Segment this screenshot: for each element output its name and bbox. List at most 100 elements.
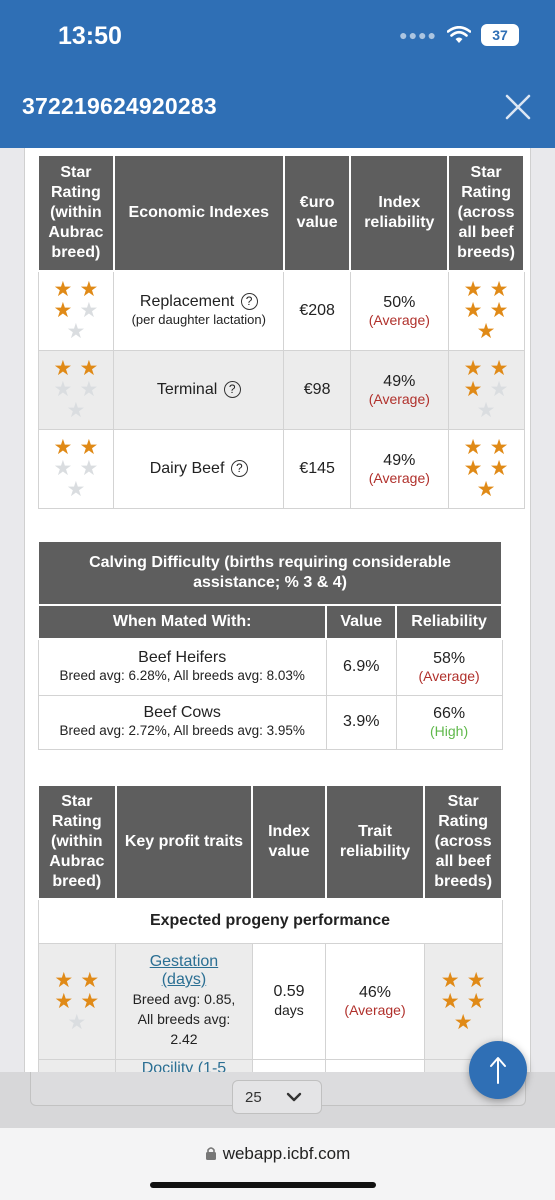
mated-with-name: Beef Heifers — [138, 649, 227, 667]
star-icon: ★ — [489, 378, 509, 401]
reliability-label: (Average) — [368, 390, 430, 407]
help-icon[interactable]: ? — [223, 380, 241, 398]
help-icon[interactable]: ? — [240, 292, 258, 310]
header-economic-indexes: Economic Indexes — [128, 204, 270, 221]
star-icon: ★ — [66, 399, 86, 422]
calving-value: 3.9% — [325, 694, 397, 750]
star-icon: ★ — [80, 989, 100, 1013]
page-size-select[interactable]: 25 — [232, 1080, 322, 1114]
star-icon: ★ — [79, 457, 99, 480]
header-key-profit-traits: Key profit traits — [124, 833, 244, 850]
index-name: Replacement — [139, 292, 235, 310]
reliability-value: 66% — [433, 705, 466, 722]
reliability-label: (Average) — [368, 469, 430, 486]
lock-icon — [205, 1147, 216, 1160]
url-display[interactable]: webapp.icbf.com — [0, 1144, 555, 1164]
star-rating-across: ★ ★ ★ ★ ★ — [458, 437, 514, 500]
star-icon: ★ — [453, 1010, 473, 1034]
star-rating-within: ★ ★ ★ ★ ★ — [48, 437, 104, 500]
star-icon: ★ — [53, 278, 73, 302]
reliability-label: (Average) — [344, 1002, 406, 1018]
index-name: Terminal — [156, 380, 218, 398]
star-icon: ★ — [66, 478, 86, 501]
header-star-rating-across: Star Rating (across all beef breeds) — [457, 164, 515, 261]
scroll-to-top-button[interactable] — [469, 1041, 527, 1099]
star-icon: ★ — [463, 357, 483, 380]
calving-difficulty-table: Calving Difficulty (births requiring con… — [36, 540, 503, 750]
close-icon[interactable] — [503, 92, 533, 122]
browser-address-bar: webapp.icbf.com — [0, 1128, 555, 1200]
star-icon: ★ — [463, 278, 483, 302]
star-icon: ★ — [476, 399, 496, 422]
reliability-label: (High) — [430, 723, 469, 739]
star-icon: ★ — [67, 1010, 87, 1034]
star-icon: ★ — [489, 436, 509, 459]
url-text: webapp.icbf.com — [222, 1144, 351, 1163]
table-row: Beef Heifers Breed avg: 6.28%, All breeds… — [37, 638, 503, 696]
star-icon: ★ — [466, 968, 486, 992]
star-icon: ★ — [79, 436, 99, 459]
index-subtitle: (per daughter lactation) — [131, 311, 266, 327]
star-rating-across: ★ ★ ★ ★ ★ — [435, 970, 491, 1033]
star-icon: ★ — [440, 989, 460, 1013]
star-rating-within: ★ ★ ★ ★ ★ — [48, 279, 104, 342]
help-icon[interactable]: ? — [230, 459, 248, 477]
star-icon: ★ — [53, 378, 73, 401]
star-icon: ★ — [53, 457, 73, 480]
star-rating-across: ★ ★ ★ ★ ★ — [458, 279, 514, 342]
star-icon: ★ — [476, 478, 496, 501]
header-star-rating-within: Star Rating (within Aubrac breed) — [49, 793, 105, 890]
section-heading: Expected progeny performance — [37, 898, 503, 944]
page-size-value: 25 — [245, 1088, 262, 1106]
status-time: 13:50 — [58, 22, 122, 50]
header-index-value: Index value — [268, 823, 310, 860]
euro-value: €145 — [283, 428, 351, 509]
gestation-link[interactable]: Gestation (days) — [149, 953, 219, 988]
content-panel: Star Rating (within Aubrac breed) Econom… — [24, 148, 531, 1083]
star-icon: ★ — [79, 278, 99, 302]
star-icon: ★ — [53, 436, 73, 459]
star-icon: ★ — [463, 436, 483, 459]
star-rating-within: ★ ★ ★ ★ ★ — [49, 970, 105, 1033]
reliability-label: (Average) — [418, 668, 480, 685]
star-icon: ★ — [489, 299, 509, 323]
table-row: ★ ★ ★ ★ ★ Terminal ? €98 49% (Average) ★ ★ ★ ★ ★ — [37, 349, 525, 430]
table-row: ★ ★ ★ ★ ★ Replacement ? (per daughter lactat… — [37, 270, 525, 351]
table-row: Beef Cows Breed avg: 2.72%, All breeds av… — [37, 694, 503, 750]
header-trait-reliability: Trait reliability — [339, 823, 411, 860]
star-icon: ★ — [489, 457, 509, 480]
star-icon: ★ — [66, 320, 86, 344]
page-title: 372219624920283 — [22, 93, 217, 119]
mated-with-name: Beef Cows — [143, 704, 221, 721]
star-icon: ★ — [440, 968, 460, 992]
economic-index-table: Star Rating (within Aubrac breed) Econom… — [37, 154, 525, 509]
star-icon: ★ — [53, 299, 73, 323]
index-name: Dairy Beef — [149, 459, 225, 477]
header-star-rating-within: Star Rating (within Aubrac breed) — [48, 164, 104, 261]
star-rating-across: ★ ★ ★ ★ ★ — [458, 358, 514, 421]
reliability-value: 49% — [383, 451, 416, 469]
breed-average: Breed avg: 6.28%, All breeds avg: 8.03% — [59, 668, 305, 684]
header-when-mated: When Mated With: — [112, 613, 252, 630]
star-icon: ★ — [54, 968, 74, 992]
reliability-value: 46% — [359, 984, 392, 1001]
header-reliability: Reliability — [411, 613, 487, 630]
wifi-icon — [447, 26, 471, 43]
star-icon: ★ — [489, 357, 509, 380]
reliability-value: 49% — [383, 372, 416, 390]
calving-title: Calving Difficulty (births requiring con… — [89, 554, 451, 591]
chevron-down-icon — [286, 1092, 302, 1102]
battery-indicator: 37 — [481, 24, 519, 46]
star-icon: ★ — [463, 299, 483, 323]
star-icon: ★ — [79, 378, 99, 401]
signal-icon: ●●●● — [399, 27, 437, 43]
star-icon: ★ — [489, 278, 509, 302]
star-icon: ★ — [54, 989, 74, 1013]
table-row: ★ ★ ★ ★ ★ Gestation (days) Breed avg: 0.85, … — [37, 942, 503, 1060]
reliability-value: 58% — [433, 650, 466, 668]
status-icons: ●●●● 37 — [399, 24, 519, 46]
header-value: Value — [340, 613, 383, 630]
star-icon: ★ — [53, 357, 73, 380]
reliability-value: 50% — [383, 293, 416, 311]
trait-value: 0.59 — [273, 983, 305, 1000]
